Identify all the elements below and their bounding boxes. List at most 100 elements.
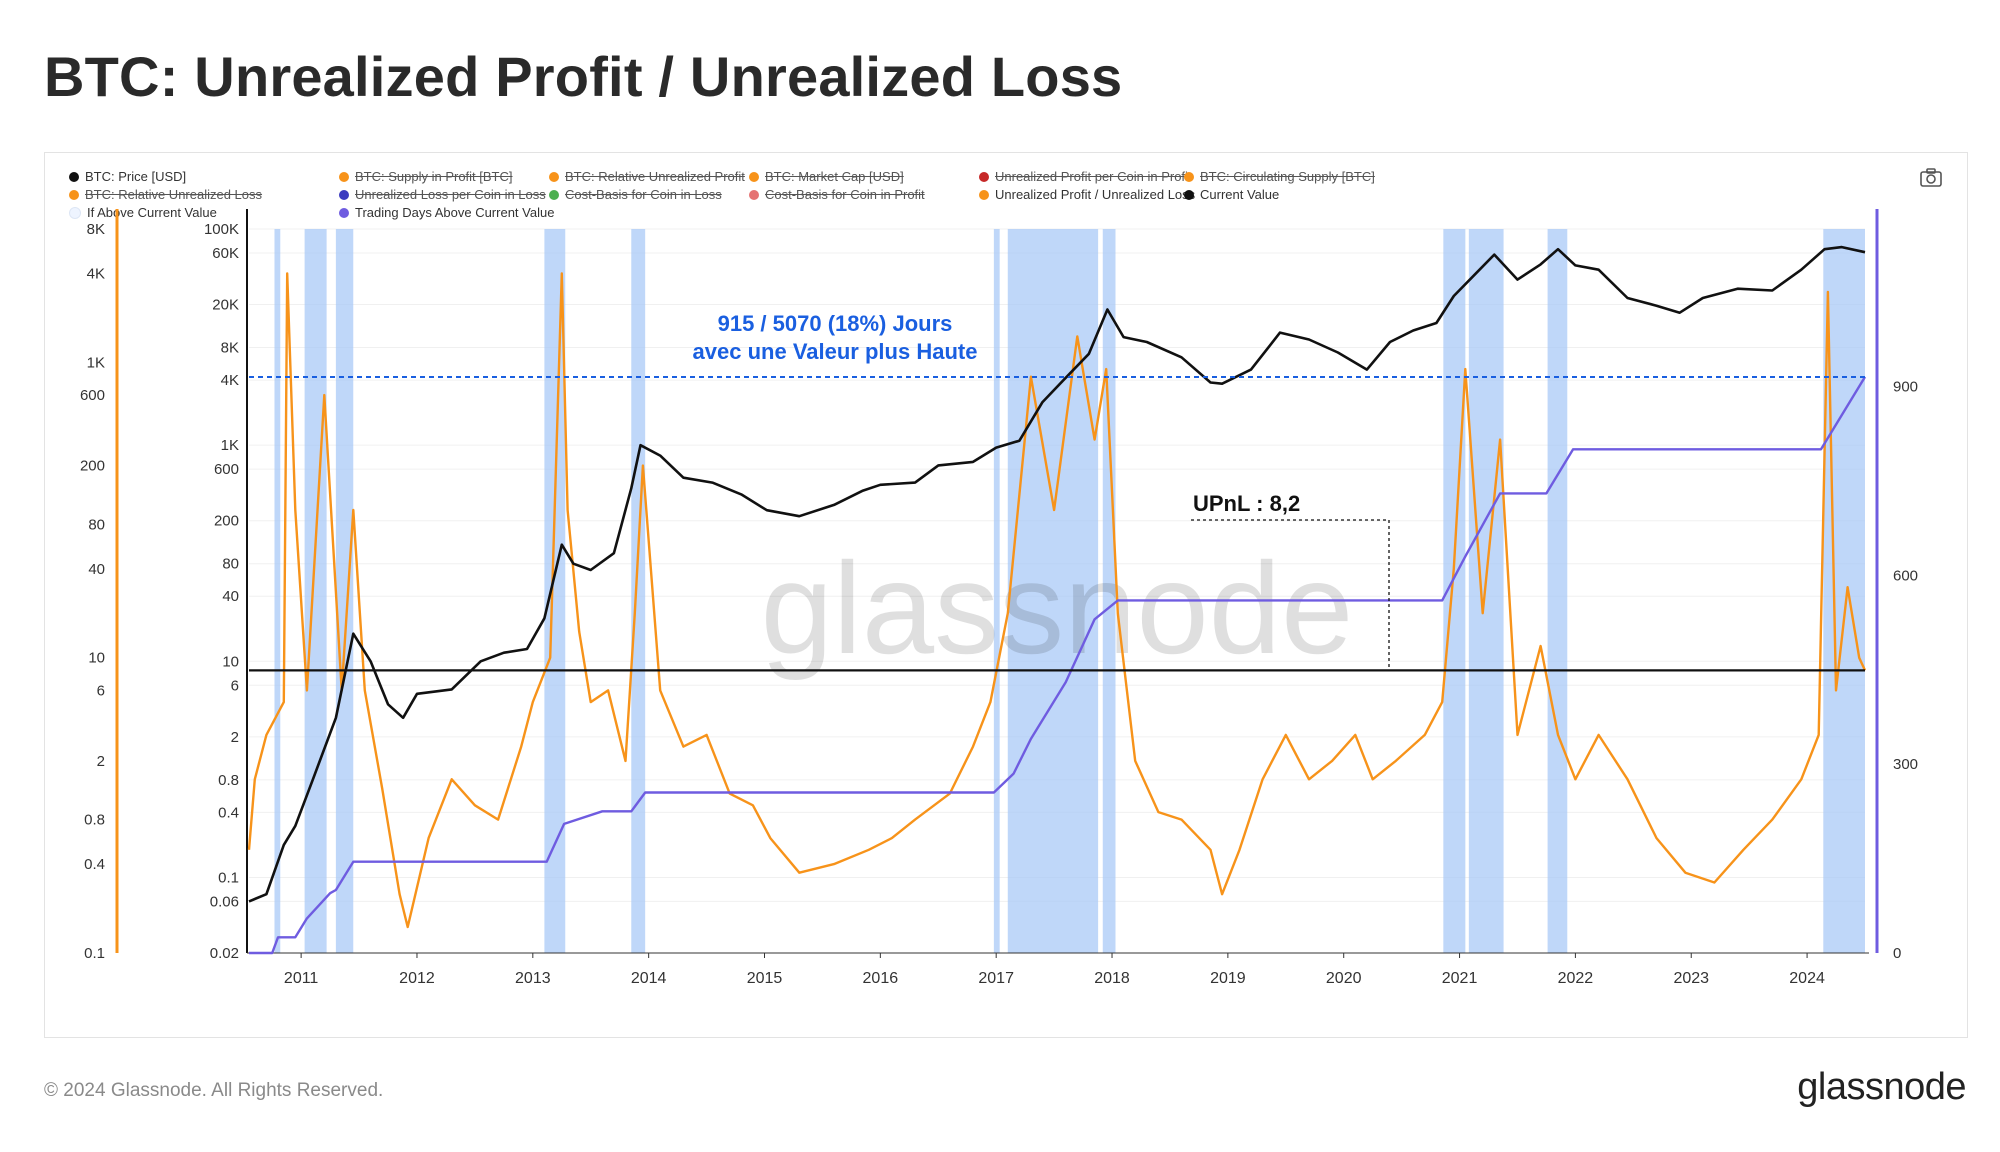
price-tick-label: 0.02 <box>210 945 239 962</box>
legend-item[interactable]: Cost-Basis for Coin in Loss <box>549 187 722 202</box>
legend-label: Trading Days Above Current Value <box>355 205 555 220</box>
x-tick-label: 2014 <box>631 970 667 987</box>
legend-item[interactable]: BTC: Price [USD] <box>69 169 186 184</box>
page-title: BTC: Unrealized Profit / Unrealized Loss <box>44 45 1123 108</box>
days-above-series-line <box>249 376 1867 955</box>
x-tick-label: 2011 <box>284 970 319 987</box>
price-tick-label: 60K <box>212 245 239 262</box>
price-tick-label: 80 <box>222 556 239 573</box>
legend-item[interactable]: Cost-Basis for Coin in Profit <box>749 187 925 202</box>
price-tick-label: 200 <box>214 513 239 530</box>
camera-icon[interactable] <box>1919 167 1943 189</box>
days-tick-label: 600 <box>1893 567 1918 584</box>
legend-label: BTC: Relative Unrealized Profit <box>565 169 745 184</box>
days-tick-label: 900 <box>1893 378 1918 395</box>
legend-item[interactable]: Current Value <box>1184 187 1279 202</box>
legend-item[interactable]: Unrealized Profit per Coin in Profit <box>979 169 1192 184</box>
days-tick-label: 0 <box>1893 945 1901 962</box>
ratio-tick-label: 0.1 <box>84 945 105 962</box>
copyright-footer: © 2024 Glassnode. All Rights Reserved. <box>44 1080 384 1101</box>
price-tick-label: 10 <box>222 653 239 670</box>
legend-dot-icon <box>749 189 759 200</box>
highlight-band <box>544 229 566 953</box>
ratio-tick-label: 0.4 <box>84 856 105 873</box>
highlight-band <box>1468 229 1504 953</box>
legend-label: BTC: Circulating Supply [BTC] <box>1200 169 1375 184</box>
price-tick-label: 20K <box>212 297 239 314</box>
ratio-tick-label: 4K <box>87 265 105 282</box>
price-tick-label: 0.8 <box>218 772 239 789</box>
price-tick-label: 6 <box>231 677 239 694</box>
legend-item[interactable]: BTC: Relative Unrealized Loss <box>69 187 262 202</box>
upnl-label: UPnL : 8,2 <box>1193 491 1300 516</box>
price-tick-label: 100K <box>204 221 239 238</box>
legend-dot-icon <box>1184 189 1194 200</box>
legend-item[interactable]: Trading Days Above Current Value <box>339 205 554 220</box>
price-tick-label: 2 <box>231 729 239 746</box>
legend-label: Unrealized Loss per Coin in Loss <box>355 187 546 202</box>
legend-dot-icon <box>549 189 559 200</box>
price-tick-label: 8K <box>221 340 239 357</box>
legend-item[interactable]: If Above Current Value <box>69 205 217 220</box>
price-tick-label: 4K <box>221 372 239 389</box>
price-tick-label: 0.06 <box>210 893 239 910</box>
legend-item[interactable]: BTC: Circulating Supply [BTC] <box>1184 169 1375 184</box>
legend-dot-icon <box>1184 171 1194 182</box>
legend-item[interactable]: BTC: Market Cap [USD] <box>749 169 904 184</box>
ratio-tick-label: 80 <box>88 516 105 533</box>
highlight-band <box>335 229 354 953</box>
legend-item[interactable]: Unrealized Profit / Unrealized Loss <box>979 187 1195 202</box>
chart-svg: glassnode 0.1 0.4 0.8 2 6 10 40 80 200 600 1K 4K 8K 0.… <box>80 209 1918 987</box>
highlight-band <box>304 229 327 953</box>
x-tick-label: 2012 <box>399 970 435 987</box>
legend-item[interactable]: BTC: Supply in Profit [BTC] <box>339 169 513 184</box>
x-tick-label: 2022 <box>1558 970 1594 987</box>
legend-dot-icon <box>69 206 81 219</box>
chart-panel: BTC: Price [USD] BTC: Supply in Profit [B… <box>44 152 1968 1038</box>
ratio-tick-label: 2 <box>97 753 105 770</box>
x-tick-label: 2018 <box>1094 970 1130 987</box>
legend-dot-icon <box>339 207 349 218</box>
legend-label: BTC: Supply in Profit [BTC] <box>355 169 513 184</box>
x-tick-label: 2023 <box>1673 970 1709 987</box>
legend-label: BTC: Market Cap [USD] <box>765 169 904 184</box>
x-tick-label: 2013 <box>515 970 551 987</box>
price-tick-label: 0.1 <box>218 869 239 886</box>
highlight-band <box>1007 229 1099 953</box>
legend-item[interactable]: Unrealized Loss per Coin in Loss <box>339 187 546 202</box>
legend-label: If Above Current Value <box>87 205 217 220</box>
highlight-band <box>1102 229 1116 953</box>
ratio-tick-label: 8K <box>87 221 105 238</box>
ratio-tick-label: 6 <box>97 682 105 699</box>
price-tick-label: 1K <box>221 437 239 454</box>
upnl-series-line <box>247 272 1867 929</box>
ratio-tick-label: 0.8 <box>84 812 105 829</box>
x-tick-label: 2021 <box>1442 970 1478 987</box>
ratio-tick-label: 40 <box>88 561 105 578</box>
upnl-callout-line <box>1191 519 1390 671</box>
ratio-tick-label: 600 <box>80 387 105 404</box>
price-tick-label: 40 <box>222 588 239 605</box>
x-tick-label: 2019 <box>1210 970 1246 987</box>
legend-label: BTC: Price [USD] <box>85 169 187 184</box>
ratio-tick-label: 10 <box>88 650 105 667</box>
highlight-band <box>1547 229 1568 953</box>
legend-label: Unrealized Profit / Unrealized Loss <box>995 187 1196 202</box>
glassnode-logo: glassnode <box>1797 1066 1966 1108</box>
legend-dot-icon <box>69 171 79 182</box>
x-tick-label: 2015 <box>747 970 783 987</box>
x-tick-label: 2016 <box>863 970 899 987</box>
ratio-tick-label: 1K <box>87 354 105 371</box>
highlight-band <box>1443 229 1466 953</box>
legend-dot-icon <box>979 171 989 182</box>
legend-item[interactable]: BTC: Relative Unrealized Profit <box>549 169 745 184</box>
legend-label: Cost-Basis for Coin in Profit <box>765 187 925 202</box>
legend-label: Current Value <box>1200 187 1280 202</box>
legend-label: Cost-Basis for Coin in Loss <box>565 187 722 202</box>
legend-dot-icon <box>339 171 349 182</box>
ratio-tick-label: 200 <box>80 458 105 475</box>
legend-label: BTC: Relative Unrealized Loss <box>85 187 263 202</box>
legend-dot-icon <box>979 189 989 200</box>
annotation-days-count: 915 / 5070 (18%) Jours <box>718 311 953 336</box>
highlight-band <box>274 229 281 953</box>
